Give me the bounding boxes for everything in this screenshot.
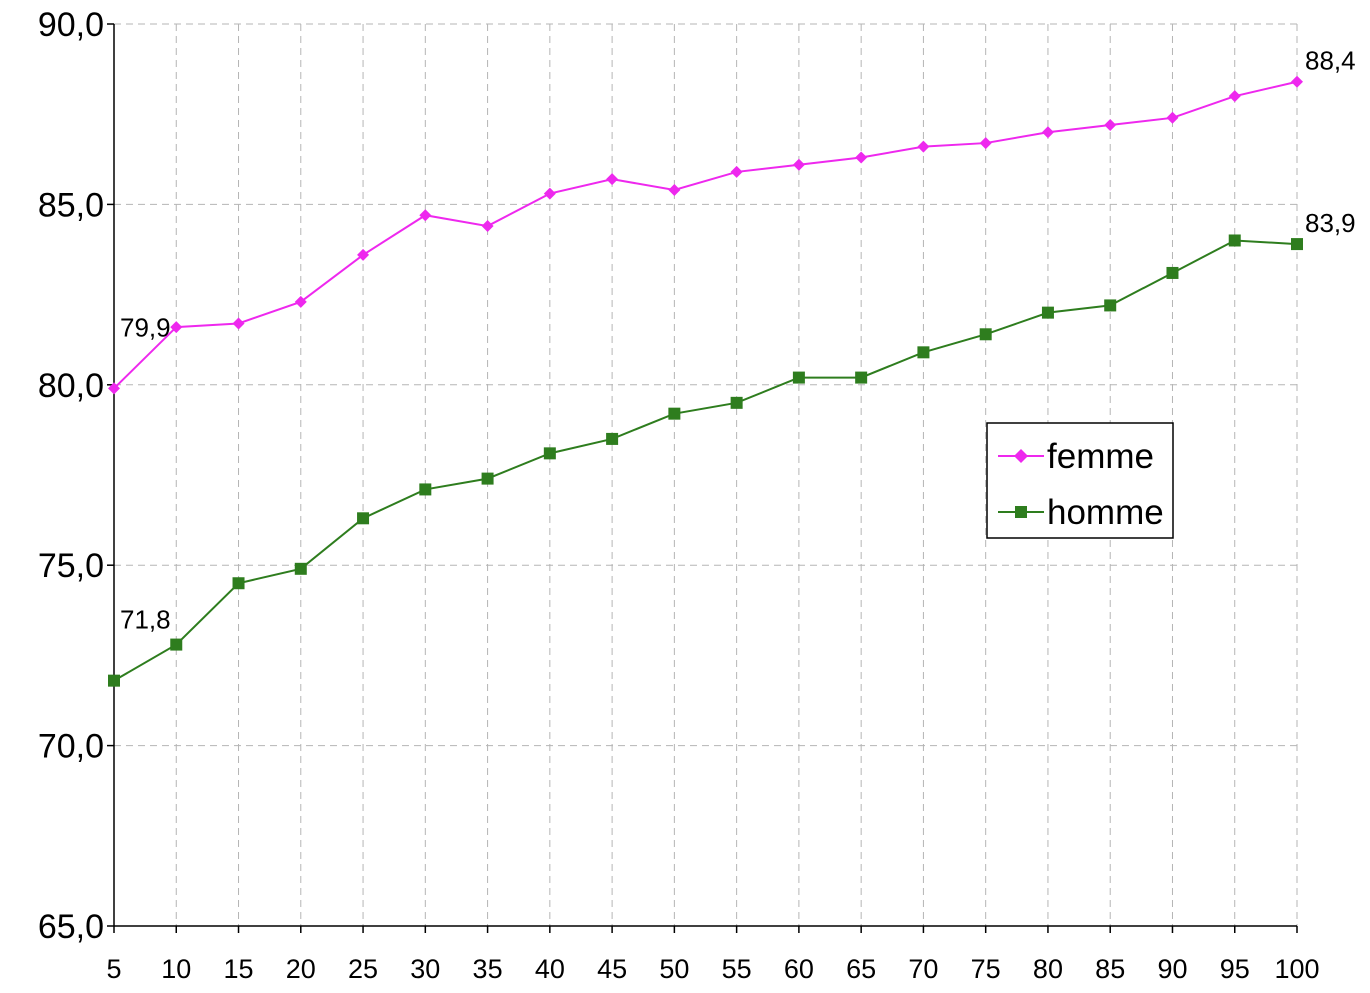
y-tick-label: 90,0 bbox=[38, 6, 104, 44]
data-point-femme bbox=[294, 295, 307, 308]
y-tick-label: 75,0 bbox=[38, 547, 104, 585]
y-tick-label: 80,0 bbox=[38, 367, 104, 405]
legend-entry-homme: homme bbox=[998, 493, 1164, 532]
data-point-homme bbox=[108, 674, 120, 687]
data-point-homme bbox=[917, 346, 930, 359]
data-point-homme bbox=[294, 562, 307, 575]
data-label-femme: 79,9 bbox=[120, 312, 171, 342]
data-point-homme bbox=[792, 371, 805, 384]
legend-box bbox=[986, 422, 1174, 539]
legend-marker-homme bbox=[1015, 506, 1027, 518]
x-tick-label: 60 bbox=[784, 954, 814, 984]
x-tick-label: 20 bbox=[286, 954, 316, 984]
data-point-femme bbox=[606, 173, 619, 186]
x-tick-label: 85 bbox=[1095, 954, 1125, 984]
data-point-femme bbox=[730, 165, 743, 178]
x-tick-label: 70 bbox=[908, 954, 938, 984]
data-point-femme bbox=[917, 140, 930, 153]
data-point-homme bbox=[855, 371, 868, 384]
x-tick-label: 25 bbox=[348, 954, 378, 984]
data-point-femme bbox=[108, 382, 120, 395]
data-point-femme bbox=[792, 158, 805, 171]
x-axis-ticks: 5 10 15 20 25 30 35 40 45 50 55 60 65 70 75 80 85 90 95 100 bbox=[106, 926, 1320, 984]
data-label-homme: 83,9 bbox=[1305, 208, 1356, 238]
data-point-homme bbox=[543, 447, 556, 460]
data-point-homme bbox=[481, 472, 494, 485]
data-point-femme bbox=[1041, 126, 1054, 139]
series-line-femme bbox=[113, 80, 1298, 390]
data-point-homme bbox=[606, 432, 619, 445]
x-tick-label: 80 bbox=[1033, 954, 1063, 984]
y-tick-label: 70,0 bbox=[38, 728, 104, 766]
x-tick-label: 65 bbox=[846, 954, 876, 984]
data-point-femme bbox=[979, 137, 992, 150]
series-line-homme bbox=[113, 239, 1298, 682]
data-label-femme: 88,4 bbox=[1305, 46, 1356, 76]
x-tick-label: 90 bbox=[1157, 954, 1187, 984]
legend-label-femme: femme bbox=[1047, 437, 1154, 476]
x-tick-label: 75 bbox=[971, 954, 1001, 984]
axes bbox=[113, 24, 1297, 927]
y-tick-label: 85,0 bbox=[38, 186, 104, 224]
data-point-homme bbox=[979, 328, 992, 341]
x-tick-label: 5 bbox=[106, 954, 121, 984]
legend-marker-femme bbox=[1014, 449, 1028, 463]
data-point-homme bbox=[1228, 234, 1241, 247]
data-point-homme bbox=[1041, 306, 1054, 319]
data-point-femme bbox=[668, 183, 681, 196]
data-point-femme bbox=[232, 317, 245, 330]
data-point-homme bbox=[232, 577, 245, 590]
data-point-femme bbox=[1166, 111, 1179, 124]
y-axis-ticks: 65,0 70,0 75,0 80,0 85,0 90,0 bbox=[38, 6, 114, 946]
data-point-femme bbox=[419, 209, 432, 222]
data-point-homme bbox=[170, 638, 183, 651]
data-point-homme bbox=[668, 407, 681, 420]
data-point-femme bbox=[481, 220, 494, 233]
x-tick-label: 40 bbox=[535, 954, 565, 984]
data-point-femme bbox=[855, 151, 868, 164]
x-tick-label: 95 bbox=[1220, 954, 1250, 984]
data-point-homme bbox=[419, 483, 432, 496]
y-tick-label: 65,0 bbox=[38, 908, 104, 946]
data-point-homme bbox=[1166, 266, 1179, 279]
x-tick-label: 100 bbox=[1274, 954, 1319, 984]
x-tick-label: 15 bbox=[224, 954, 254, 984]
x-tick-label: 10 bbox=[161, 954, 191, 984]
data-labels: 79,9 88,4 71,8 83,9 bbox=[120, 46, 1356, 635]
x-tick-label: 35 bbox=[473, 954, 503, 984]
data-point-homme bbox=[1104, 299, 1117, 312]
data-label-homme: 71,8 bbox=[120, 605, 171, 635]
data-point-homme bbox=[357, 512, 370, 525]
x-tick-label: 55 bbox=[722, 954, 752, 984]
data-point-femme bbox=[170, 321, 183, 334]
x-tick-label: 45 bbox=[597, 954, 627, 984]
x-tick-label: 30 bbox=[410, 954, 440, 984]
x-tick-label: 50 bbox=[659, 954, 689, 984]
data-point-femme bbox=[543, 187, 556, 200]
legend: femme homme bbox=[986, 422, 1174, 539]
data-point-femme bbox=[357, 248, 370, 261]
legend-label-homme: homme bbox=[1047, 493, 1164, 532]
data-point-homme bbox=[730, 396, 743, 409]
data-point-femme bbox=[1104, 119, 1117, 132]
series-layer bbox=[108, 75, 1303, 687]
legend-entry-femme: femme bbox=[998, 437, 1154, 476]
data-point-homme bbox=[1291, 238, 1303, 251]
data-point-femme bbox=[1291, 75, 1303, 88]
data-point-femme bbox=[1228, 90, 1241, 103]
